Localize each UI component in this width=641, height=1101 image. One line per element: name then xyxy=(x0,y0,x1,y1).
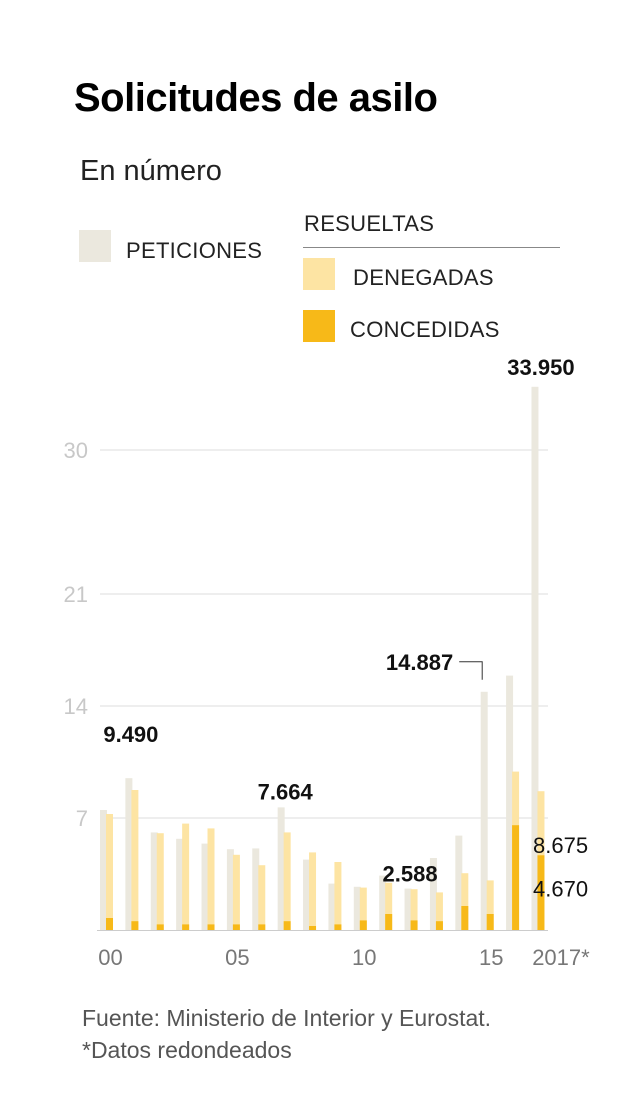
bar-concedidas xyxy=(410,920,418,930)
bar-peticiones xyxy=(201,843,209,930)
bar-denegadas xyxy=(385,882,393,930)
bar-concedidas xyxy=(258,924,266,930)
y-tick-label: 30 xyxy=(64,438,88,463)
x-tick-label: 2017* xyxy=(532,945,590,970)
legend-label-resueltas: RESUELTAS xyxy=(304,211,435,236)
chart-subtitle: En número xyxy=(80,155,222,187)
bar-peticiones xyxy=(328,883,336,930)
bar-denegadas xyxy=(309,852,317,930)
bar-concedidas xyxy=(106,918,113,930)
legend-swatch-denegadas xyxy=(303,258,335,290)
bar-denegadas xyxy=(232,854,240,930)
bar-concedidas xyxy=(156,924,164,930)
bar-peticiones xyxy=(404,888,412,930)
bar-peticiones xyxy=(226,849,234,930)
data-label: 8.675 xyxy=(533,833,588,858)
bar-denegadas xyxy=(283,832,291,930)
bar-concedidas xyxy=(435,921,443,930)
bar-denegadas xyxy=(486,880,494,930)
bar-denegadas xyxy=(156,833,164,930)
bar-concedidas xyxy=(334,924,342,930)
bar-concedidas xyxy=(461,906,469,930)
y-tick-label: 7 xyxy=(76,806,88,831)
bar-peticiones xyxy=(303,859,311,930)
bar-denegadas xyxy=(131,790,139,930)
bar-concedidas xyxy=(232,924,240,930)
footnote-line: *Datos redondeados xyxy=(82,1037,292,1063)
bar-denegadas xyxy=(182,823,190,930)
legend-label-denegadas: DENEGADAS xyxy=(353,265,494,290)
data-label: 9.490 xyxy=(103,722,158,747)
bar-concedidas xyxy=(182,924,190,930)
bar-concedidas xyxy=(131,921,139,930)
bar-peticiones xyxy=(277,807,285,930)
source-line: Fuente: Ministerio de Interior y Eurosta… xyxy=(82,1005,492,1031)
bar-peticiones xyxy=(176,838,184,930)
bar-denegadas xyxy=(106,814,113,930)
data-label: 2.588 xyxy=(383,862,438,887)
bar-peticiones xyxy=(531,386,539,930)
bar-denegadas xyxy=(461,873,469,930)
bar-denegadas xyxy=(207,828,215,930)
bar-peticiones xyxy=(353,886,361,930)
source-note: Fuente: Ministerio de Interior y Eurosta… xyxy=(82,1002,491,1066)
data-label: 33.950 xyxy=(507,355,574,380)
x-tick-label: 00 xyxy=(98,945,122,970)
bar-concedidas xyxy=(512,825,520,930)
bar-denegadas xyxy=(334,862,342,930)
annotation-leader-line xyxy=(459,661,483,680)
bar-concedidas xyxy=(537,855,545,930)
x-tick-label: 10 xyxy=(352,945,376,970)
data-label: 7.664 xyxy=(258,779,314,804)
bar-peticiones xyxy=(379,875,387,930)
legend-label-peticiones: PETICIONES xyxy=(126,238,263,263)
y-tick-label: 14 xyxy=(64,694,88,719)
bar-peticiones xyxy=(252,848,260,930)
data-label: 4.670 xyxy=(533,876,588,901)
y-tick-label: 21 xyxy=(64,582,88,607)
bar-denegadas xyxy=(410,889,418,930)
bar-concedidas xyxy=(486,914,494,930)
x-tick-label: 15 xyxy=(479,945,503,970)
bar-chart: 7 14 21 30 00 05 10 15 2017* 9.490 7.664 2.588 14.88… xyxy=(64,355,591,970)
bar-peticiones xyxy=(125,778,133,930)
legend-swatch-peticiones xyxy=(79,230,111,262)
bar-peticiones xyxy=(100,810,107,930)
x-tick-label: 05 xyxy=(225,945,249,970)
bar-concedidas xyxy=(283,921,291,930)
bar-concedidas xyxy=(385,914,393,930)
bar-denegadas xyxy=(359,887,367,930)
chart-title: Solicitudes de asilo xyxy=(74,76,438,120)
legend-label-concedidas: CONCEDIDAS xyxy=(350,317,500,342)
bar-concedidas xyxy=(207,924,215,930)
bar-concedidas xyxy=(309,926,317,930)
bar-peticiones xyxy=(480,691,488,930)
legend-swatch-concedidas xyxy=(303,310,335,342)
bar-peticiones xyxy=(455,835,463,930)
bar-peticiones xyxy=(150,832,158,930)
bar-peticiones xyxy=(506,675,514,930)
bar-concedidas xyxy=(359,920,367,930)
data-label: 14.887 xyxy=(386,650,453,675)
bar-denegadas xyxy=(258,865,266,930)
legend-divider xyxy=(303,247,560,248)
bar-denegadas xyxy=(435,892,443,930)
bar-peticiones xyxy=(429,858,437,930)
